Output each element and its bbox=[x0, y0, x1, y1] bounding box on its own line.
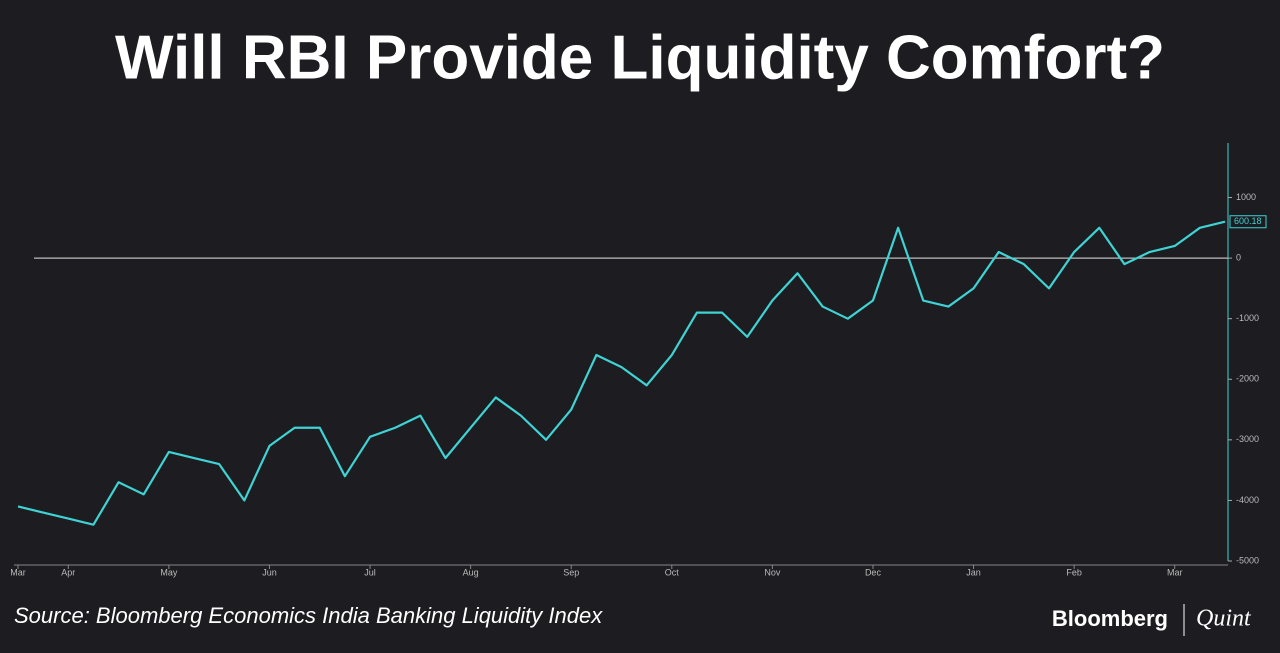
x-tick-label: Mar bbox=[1167, 567, 1183, 577]
x-tick-label: Jan bbox=[966, 567, 981, 577]
y-tick-label: -1000 bbox=[1236, 313, 1259, 323]
x-tick-label: Dec bbox=[865, 567, 882, 577]
chart-title: Will RBI Provide Liquidity Comfort? bbox=[115, 23, 1165, 92]
source: Source: Bloomberg Economics India Bankin… bbox=[14, 603, 603, 628]
x-tick-label: May bbox=[160, 567, 178, 577]
brand: Bloomberg bbox=[1052, 606, 1168, 631]
x-tick-label: Nov bbox=[764, 567, 781, 577]
x-tick-label: Apr bbox=[61, 567, 75, 577]
data-line bbox=[17, 220, 1226, 526]
x-tick-label: Jun bbox=[262, 567, 277, 577]
last-value-label: 600.18 bbox=[1234, 216, 1262, 226]
x-tick-label: Sep bbox=[563, 567, 579, 577]
brand: Quint bbox=[1196, 606, 1252, 632]
x-tick-label: Jul bbox=[364, 567, 376, 577]
x-tick-label: Aug bbox=[463, 567, 479, 577]
x-tick-label: Feb bbox=[1066, 567, 1082, 577]
y-tick-label: 0 bbox=[1236, 252, 1241, 262]
x-tick-label: Mar bbox=[10, 567, 26, 577]
y-tick-label: -2000 bbox=[1236, 374, 1259, 384]
y-tick-label: -3000 bbox=[1236, 434, 1259, 444]
last-value-box bbox=[1229, 215, 1267, 229]
x-tick-label: Oct bbox=[665, 567, 680, 577]
y-tick-label: -4000 bbox=[1236, 495, 1259, 505]
y-tick-label: -5000 bbox=[1236, 555, 1259, 565]
y-tick-label: 1000 bbox=[1236, 192, 1256, 202]
